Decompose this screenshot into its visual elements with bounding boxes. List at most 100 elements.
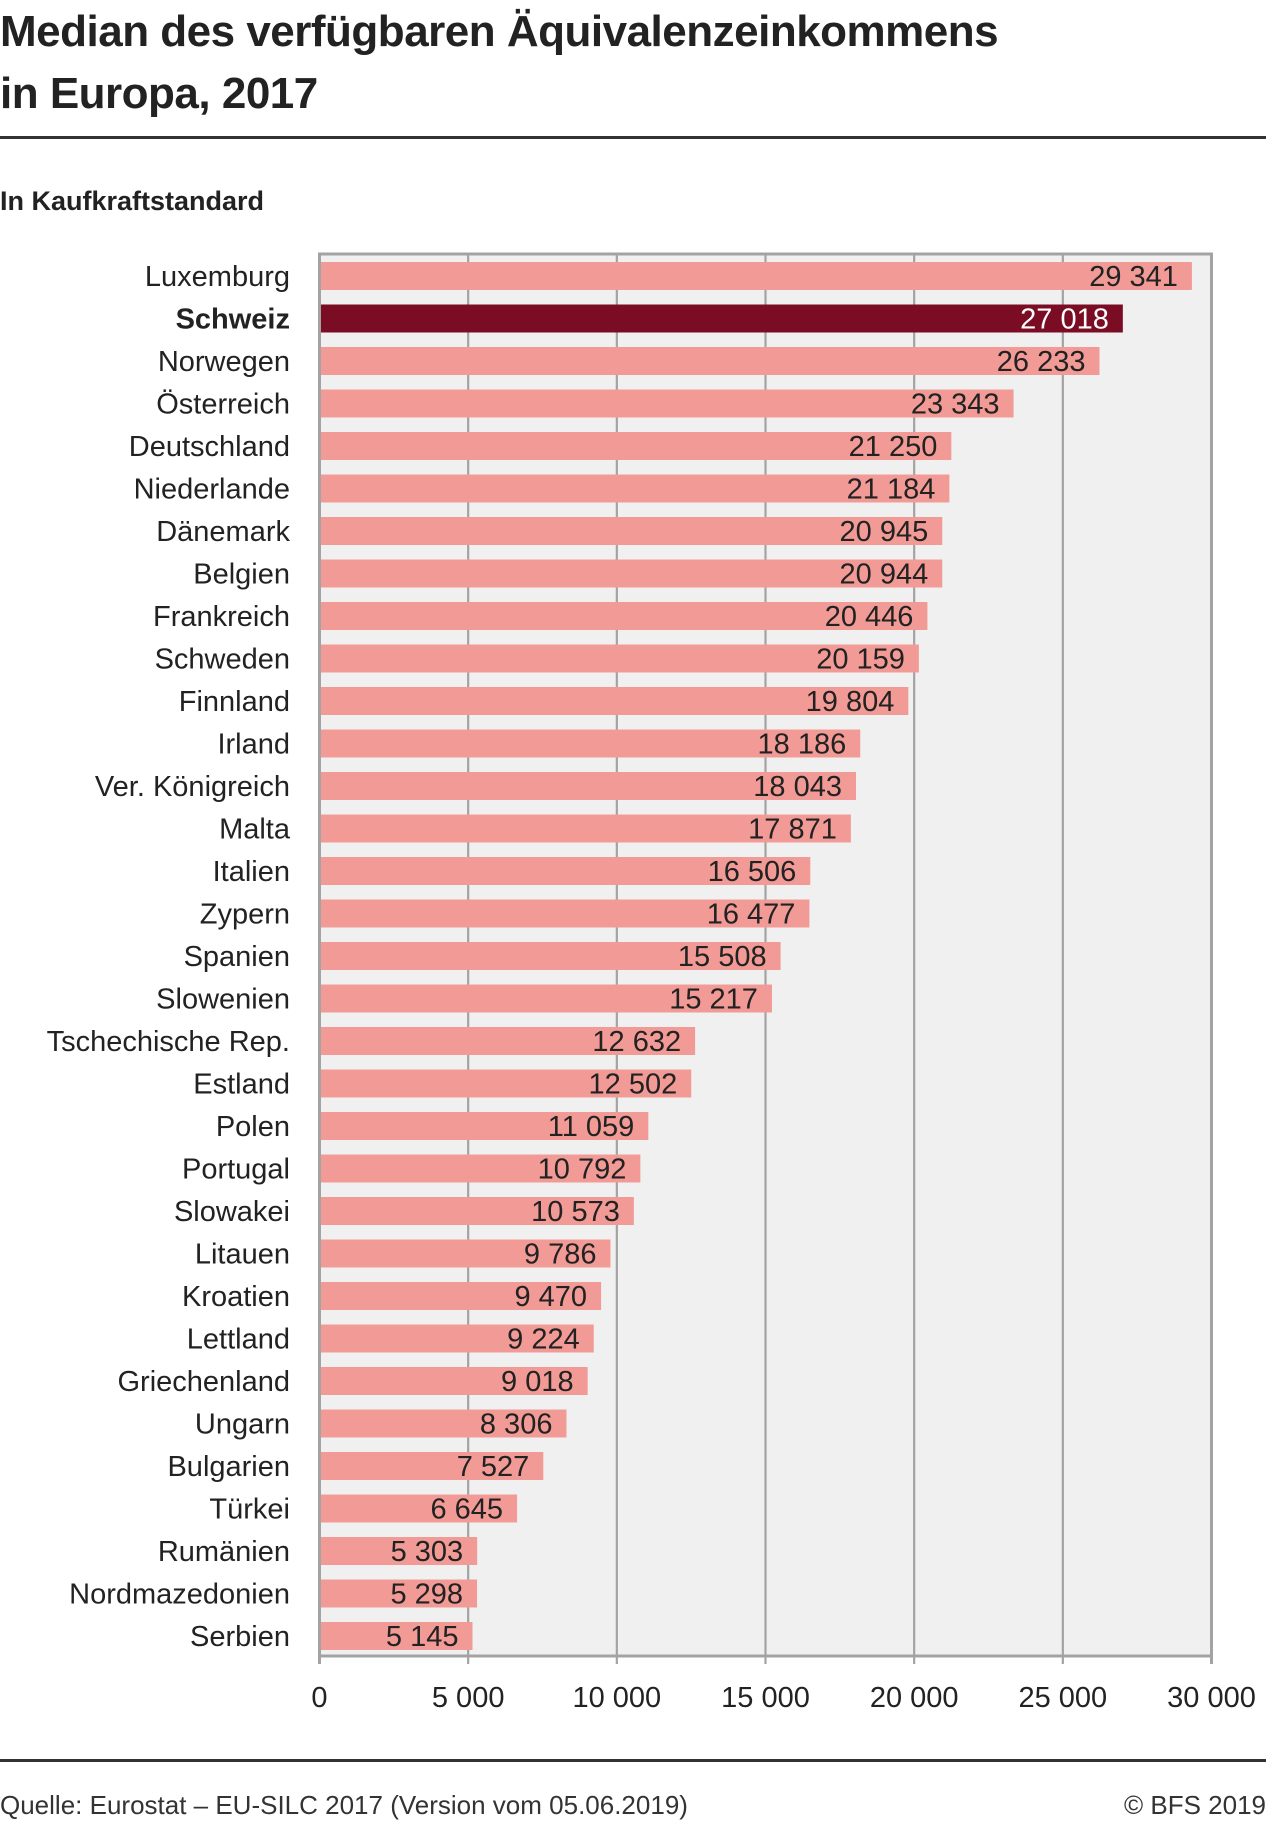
bar bbox=[321, 942, 781, 970]
copyright-note: © BFS 2019 bbox=[1123, 1790, 1266, 1820]
value-label: 8 306 bbox=[480, 1409, 553, 1441]
category-label: Belgien bbox=[193, 559, 290, 591]
x-tick-label: 15 000 bbox=[721, 1682, 810, 1714]
x-tick-label: 20 000 bbox=[870, 1682, 959, 1714]
category-label: Rumänien bbox=[158, 1536, 290, 1568]
value-label: 10 573 bbox=[531, 1196, 620, 1228]
bar bbox=[321, 857, 811, 885]
bar bbox=[321, 1622, 473, 1650]
bar bbox=[321, 1367, 588, 1395]
bar bbox=[321, 899, 810, 928]
x-tick-label: 10 000 bbox=[572, 1682, 661, 1714]
category-label: Litauen bbox=[195, 1239, 290, 1271]
value-label: 20 446 bbox=[825, 601, 914, 633]
category-label: Österreich bbox=[156, 389, 290, 421]
x-tick-label: 30 000 bbox=[1167, 1682, 1256, 1714]
bar bbox=[321, 602, 928, 630]
value-label: 18 186 bbox=[758, 729, 847, 761]
x-tick-label: 25 000 bbox=[1018, 1682, 1107, 1714]
category-label: Dänemark bbox=[156, 516, 290, 548]
category-label: Türkei bbox=[209, 1494, 290, 1526]
bar bbox=[321, 1579, 478, 1608]
bar bbox=[321, 432, 952, 460]
bar bbox=[321, 389, 1014, 418]
value-label: 5 145 bbox=[386, 1621, 459, 1653]
value-label: 12 632 bbox=[592, 1026, 681, 1058]
bar bbox=[321, 347, 1100, 375]
bars bbox=[321, 262, 1192, 1650]
value-label: 9 224 bbox=[507, 1324, 580, 1356]
value-label: 9 018 bbox=[501, 1366, 574, 1398]
value-label: 19 804 bbox=[806, 686, 895, 718]
chart-title-line-2: in Europa, 2017 bbox=[0, 69, 318, 118]
category-label: Deutschland bbox=[129, 431, 290, 463]
value-label: 16 506 bbox=[708, 856, 797, 888]
category-label: Polen bbox=[216, 1111, 290, 1143]
value-label: 27 018 bbox=[1020, 304, 1109, 336]
x-tick-label: 0 bbox=[311, 1682, 327, 1714]
bar bbox=[321, 644, 919, 673]
value-label: 20 944 bbox=[840, 559, 929, 591]
category-label: Schweden bbox=[155, 644, 290, 676]
bar bbox=[321, 1112, 649, 1140]
value-label: 9 786 bbox=[524, 1239, 597, 1271]
bar bbox=[321, 1239, 611, 1268]
value-label: 10 792 bbox=[538, 1154, 627, 1186]
category-label: Estland bbox=[193, 1069, 290, 1101]
bar bbox=[321, 1154, 641, 1183]
value-label: 15 508 bbox=[678, 941, 767, 973]
category-label: Serbien bbox=[190, 1621, 290, 1653]
bar bbox=[321, 1282, 602, 1310]
value-label: 23 343 bbox=[911, 389, 1000, 421]
category-label: Ver. Königreich bbox=[95, 771, 290, 803]
x-axis: 0 5 000 10 000 15 000 20 000 25 000 30 000 bbox=[311, 1682, 1255, 1714]
value-label: 6 645 bbox=[430, 1494, 503, 1526]
category-label: Norwegen bbox=[158, 346, 290, 378]
category-label: Portugal bbox=[182, 1154, 290, 1186]
value-label: 12 502 bbox=[589, 1069, 678, 1101]
value-label: 7 527 bbox=[457, 1451, 530, 1483]
footer-divider bbox=[0, 1759, 1266, 1762]
category-label: Schweiz bbox=[176, 304, 290, 336]
bar bbox=[321, 1027, 696, 1055]
bar bbox=[321, 1494, 518, 1523]
title-divider bbox=[0, 136, 1266, 139]
bar bbox=[321, 1409, 567, 1438]
source-note: Quelle: Eurostat – EU-SILC 2017 (Version… bbox=[0, 1790, 688, 1820]
category-label: Frankreich bbox=[153, 601, 290, 633]
category-label: Zypern bbox=[200, 899, 290, 931]
value-label: 18 043 bbox=[753, 771, 842, 803]
value-label: 15 217 bbox=[669, 984, 758, 1016]
category-labels: Luxemburg Schweiz Norwegen Österreich Deutsc… bbox=[47, 261, 291, 1653]
bar bbox=[321, 772, 856, 800]
category-label: Nordmazedonien bbox=[69, 1579, 290, 1611]
value-label: 21 184 bbox=[847, 474, 936, 506]
bar bbox=[321, 559, 943, 588]
category-label: Griechenland bbox=[118, 1366, 291, 1398]
value-label: 5 303 bbox=[391, 1536, 464, 1568]
bar bbox=[321, 304, 1123, 333]
bar bbox=[321, 1537, 478, 1565]
value-label: 5 298 bbox=[390, 1579, 463, 1611]
value-label: 17 871 bbox=[748, 814, 837, 846]
value-label: 29 341 bbox=[1089, 261, 1178, 293]
x-tick-label: 5 000 bbox=[432, 1682, 505, 1714]
category-label: Luxemburg bbox=[145, 261, 290, 293]
value-label: 20 945 bbox=[840, 516, 929, 548]
category-label: Slowenien bbox=[156, 984, 290, 1016]
value-label: 20 159 bbox=[816, 644, 905, 676]
bar bbox=[321, 1069, 692, 1098]
category-label: Spanien bbox=[184, 941, 290, 973]
category-label: Ungarn bbox=[195, 1409, 290, 1441]
bar bbox=[321, 814, 851, 843]
chart-title-line-1: Median des verfügbaren Äquivalenzeinkomm… bbox=[0, 7, 999, 56]
category-label: Lettland bbox=[187, 1324, 290, 1356]
bar-chart: Luxemburg Schweiz Norwegen Österreich Deutsc… bbox=[47, 252, 1256, 1714]
category-label: Slowakei bbox=[174, 1196, 290, 1228]
chart-subtitle: In Kaufkraftstandard bbox=[0, 186, 265, 216]
value-label: 9 470 bbox=[514, 1281, 587, 1313]
category-label: Irland bbox=[217, 729, 290, 761]
value-label: 16 477 bbox=[707, 899, 796, 931]
bar bbox=[321, 687, 909, 715]
bar bbox=[321, 262, 1192, 290]
